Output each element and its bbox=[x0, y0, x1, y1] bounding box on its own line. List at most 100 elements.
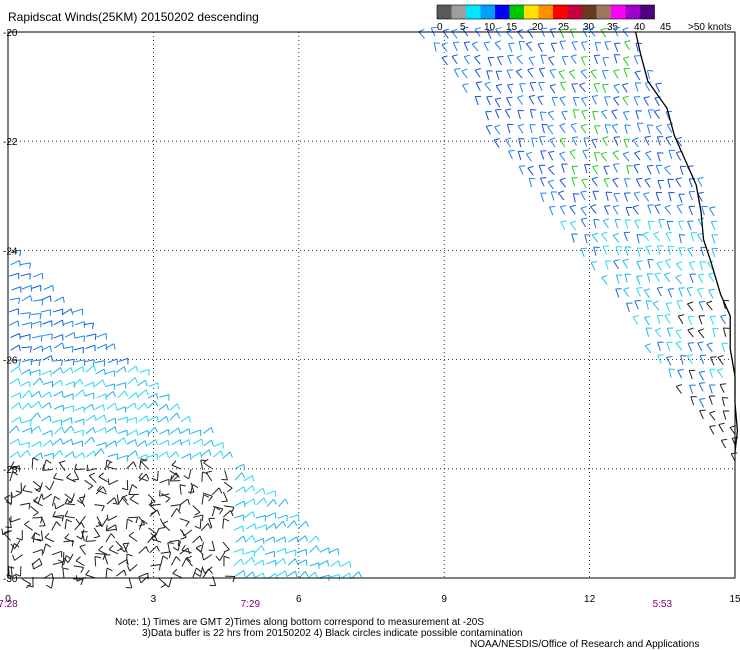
wind-barb bbox=[549, 28, 557, 38]
y-axis: -20 -22 -24 -26 -28 -30 bbox=[3, 28, 18, 585]
legend-swatch bbox=[466, 5, 481, 19]
wind-barb bbox=[593, 54, 601, 64]
wind-barb bbox=[452, 41, 460, 52]
wind-barb bbox=[53, 342, 65, 349]
wind-barb bbox=[106, 440, 118, 447]
wind-barb bbox=[494, 97, 502, 108]
wind-barb bbox=[40, 309, 52, 316]
wind-barb bbox=[224, 575, 236, 583]
wind-barb bbox=[656, 261, 663, 271]
wind-barb bbox=[85, 569, 96, 579]
wind-barb bbox=[66, 473, 76, 483]
wind-barb bbox=[62, 567, 69, 579]
wind-barb bbox=[52, 438, 64, 446]
wind-barb bbox=[189, 484, 199, 495]
wind-barb bbox=[10, 359, 21, 366]
wind-barb bbox=[63, 405, 75, 412]
wind-barb bbox=[484, 81, 491, 92]
wind-barb bbox=[602, 57, 609, 67]
wind-barb bbox=[24, 520, 33, 531]
wind-barb bbox=[561, 163, 568, 173]
wind-barb bbox=[709, 315, 717, 326]
wind-barb bbox=[150, 499, 161, 507]
wind-barb bbox=[615, 274, 623, 284]
wind-barb bbox=[22, 485, 33, 493]
wind-barb bbox=[244, 535, 256, 543]
wind-barb bbox=[418, 28, 425, 39]
wind-barb bbox=[623, 287, 630, 297]
wind-barb bbox=[126, 439, 137, 446]
wind-barb bbox=[592, 190, 599, 200]
wind-barb bbox=[8, 320, 20, 327]
wind-barb bbox=[140, 458, 149, 470]
wind-barb bbox=[644, 135, 651, 146]
wind-barb bbox=[570, 54, 577, 65]
wind-barb bbox=[202, 568, 213, 578]
wind-barb bbox=[622, 56, 630, 67]
wind-barb bbox=[223, 555, 230, 567]
wind-barb bbox=[20, 369, 32, 376]
wind-barb bbox=[147, 494, 156, 505]
wind-barb bbox=[540, 27, 548, 38]
wind-barb bbox=[559, 151, 566, 162]
wind-barb bbox=[633, 96, 641, 106]
wind-barb bbox=[96, 485, 107, 495]
wind-barb bbox=[234, 463, 246, 471]
wind-barb bbox=[10, 402, 22, 410]
wind-barb bbox=[213, 442, 224, 449]
wind-barb bbox=[75, 389, 86, 397]
wind-barb bbox=[138, 389, 149, 397]
wind-barb bbox=[636, 275, 643, 285]
wind-barb bbox=[634, 219, 641, 229]
wind-barb bbox=[463, 41, 471, 51]
wind-barb bbox=[708, 272, 715, 283]
wind-barb bbox=[589, 26, 596, 37]
wind-barb bbox=[666, 123, 674, 133]
wind-barb bbox=[485, 111, 492, 121]
wind-barb bbox=[96, 343, 108, 351]
wind-barb bbox=[613, 192, 620, 203]
wind-barb bbox=[162, 520, 171, 532]
wind-barb bbox=[675, 136, 683, 147]
wind-barb bbox=[147, 426, 159, 435]
wind-barb bbox=[538, 164, 546, 175]
wind-barb bbox=[147, 400, 159, 409]
y-tick-label: -28 bbox=[3, 465, 18, 476]
wind-barb bbox=[636, 122, 644, 132]
wind-barb bbox=[202, 492, 213, 502]
wind-barb bbox=[549, 83, 556, 94]
wind-barb bbox=[31, 441, 42, 448]
wind-barb bbox=[105, 567, 113, 579]
wind-barb bbox=[45, 480, 55, 491]
wind-barb bbox=[147, 453, 158, 460]
wind-barb bbox=[561, 110, 568, 121]
wind-barb bbox=[569, 149, 576, 160]
y-tick-label: -20 bbox=[3, 28, 18, 39]
wind-barb bbox=[309, 562, 320, 569]
wind-barb bbox=[53, 319, 64, 327]
wind-barb bbox=[21, 346, 33, 353]
wind-barb bbox=[667, 178, 674, 188]
wind-barb bbox=[537, 95, 544, 106]
wind-barb bbox=[72, 440, 84, 447]
wind-barb bbox=[94, 504, 105, 512]
wind-barb bbox=[64, 358, 75, 366]
wind-barb bbox=[580, 56, 588, 66]
wind-barb bbox=[30, 505, 39, 517]
wind-barb bbox=[43, 285, 54, 292]
wind-barb bbox=[73, 366, 85, 373]
wind-barb bbox=[584, 234, 591, 244]
wind-barb bbox=[558, 69, 565, 80]
wind-barb bbox=[612, 177, 619, 188]
wind-barb bbox=[20, 333, 31, 341]
wind-barb bbox=[51, 495, 61, 507]
wind-barb bbox=[664, 165, 671, 176]
wind-barb bbox=[623, 110, 630, 121]
wind-barb bbox=[9, 438, 21, 446]
wind-barb bbox=[529, 81, 537, 92]
wind-barb bbox=[62, 367, 74, 374]
wind-barb bbox=[275, 557, 287, 566]
wind-barb bbox=[94, 555, 101, 567]
wind-barb bbox=[22, 358, 33, 366]
legend-label: 5 bbox=[460, 22, 466, 33]
